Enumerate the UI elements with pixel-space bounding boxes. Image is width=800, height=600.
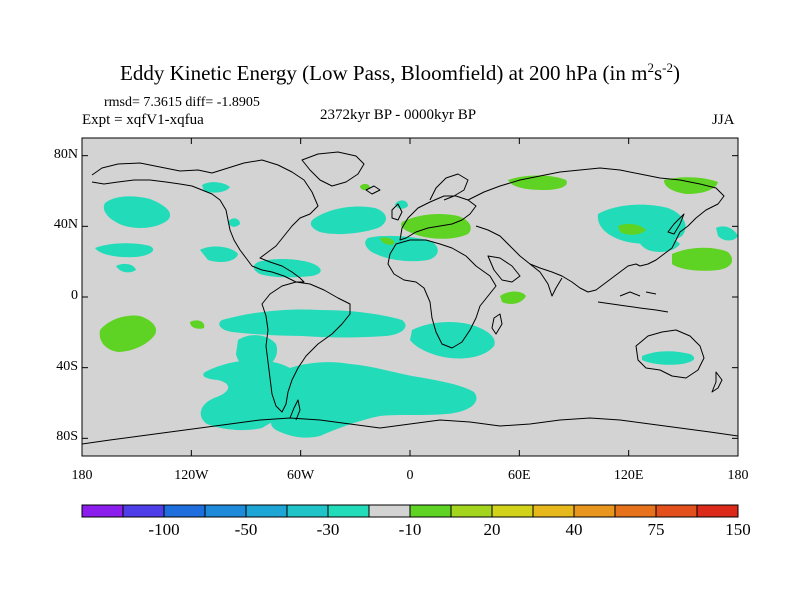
anomaly-patch-south-atlantic-westerlies [271, 362, 477, 438]
coast-india [529, 263, 563, 297]
anomaly-patch-greenland [360, 183, 370, 191]
time-period-label: 2372kyr BP - 0000kyr BP [320, 107, 477, 123]
anomaly-patch-canada [228, 218, 240, 227]
anomaly-patch-north-pacific-green [672, 247, 733, 271]
colorbar-label: 20 [483, 520, 501, 539]
coast-europe [399, 195, 477, 241]
coast-antarctica [82, 417, 738, 445]
coast-scandinavia [429, 173, 469, 201]
anomaly-patch-north-atlantic-small [395, 200, 408, 209]
colorbar-swatch [81, 504, 124, 518]
anomaly-patch-gulf-of-mexico [253, 259, 321, 278]
coast-japan [667, 213, 685, 235]
colorbar-swatch [122, 504, 165, 518]
rmsd-diff-stats: rmsd= 7.3615 diff= -1.8905 [104, 95, 260, 110]
anomaly-patch-northwest-pacific [716, 226, 738, 241]
coast-africa [387, 239, 497, 349]
coast-south-america [261, 281, 351, 413]
anomaly-patch-indian-ocean-green [500, 291, 526, 304]
x-tick-label: 60E [508, 468, 531, 483]
coast-greenland [301, 151, 365, 187]
coast-australia [635, 329, 705, 379]
coast-uk [391, 203, 403, 221]
x-tick-label: 120W [174, 468, 209, 483]
colorbar-swatch [409, 504, 452, 518]
season-label: JJA [712, 112, 735, 128]
colorbar-swatch [450, 504, 493, 518]
anomaly-patch-east-asia [597, 204, 686, 244]
y-tick-label: 80S [56, 429, 78, 445]
coast-new-zealand [711, 371, 723, 393]
y-tick-label: 80N [53, 146, 78, 162]
colorbar-swatch [491, 504, 534, 518]
coast-asia-south [475, 225, 641, 293]
anomaly-patch-southeast-pacific [236, 335, 278, 371]
colorbar-label: 40 [565, 520, 583, 539]
y-tick-label: 40S [56, 358, 78, 374]
map-tick-marks [81, 138, 739, 456]
figure-title: Eddy Kinetic Energy (Low Pass, Bloomfiel… [120, 60, 680, 85]
colorbar-label: 75 [647, 520, 665, 539]
x-tick-label: 180 [71, 468, 93, 483]
coast-madagascar [491, 313, 503, 335]
colorbar-swatch [327, 504, 370, 518]
colorbar-swatch [245, 504, 288, 518]
colorbar-swatch [163, 504, 206, 518]
anomaly-patch-north-africa [380, 237, 395, 245]
anomaly-patch-west-pacific [638, 233, 680, 252]
colorbar-label: -10 [398, 520, 422, 539]
colorbar-swatch [614, 504, 657, 518]
anomaly-patch-arctic-east [664, 177, 718, 194]
colorbar-swatch [204, 504, 247, 518]
coast-arabia [487, 255, 521, 283]
coast-indonesia [597, 291, 669, 313]
colorbar-swatch [573, 504, 616, 518]
colorbar-label: -50 [234, 520, 258, 539]
anomaly-patch-north-pacific [103, 196, 171, 228]
colorbar-swatch [286, 504, 329, 518]
experiment-label: Expt = xqfV1-xqfua [82, 112, 204, 128]
coast-north-america [91, 159, 319, 283]
anomaly-contour-layer [95, 175, 738, 438]
coastline-layer [82, 151, 738, 445]
anomaly-patch-south-indian-ocean [410, 322, 495, 359]
colorbar [81, 504, 739, 518]
colorbar-swatch [368, 504, 411, 518]
anomaly-patch-northeast-pacific [200, 246, 238, 262]
anomaly-patch-south-pacific-green [99, 315, 157, 352]
anomaly-patch-pacific-40n [95, 243, 154, 258]
x-tick-label: 0 [406, 468, 414, 483]
coast-asia-north [467, 167, 725, 267]
anomaly-patch-central-pacific [190, 320, 205, 329]
colorbar-label: -30 [316, 520, 340, 539]
y-tick-label: 0 [71, 288, 78, 303]
anomaly-patch-gulf-of-alaska [202, 182, 230, 193]
coast-iceland [365, 185, 381, 195]
colorbar-label: 150 [725, 520, 751, 539]
colorbar-swatch [532, 504, 575, 518]
y-tick-label: 40N [53, 217, 78, 233]
x-tick-label: 60W [287, 468, 315, 483]
x-tick-label: 120E [613, 468, 644, 483]
colorbar-label: -100 [148, 520, 180, 539]
anomaly-patch-australia [642, 351, 695, 365]
colorbar-swatch [696, 504, 739, 518]
coast-antarctic-peninsula [289, 399, 301, 421]
anomaly-patch-hawaii [116, 263, 136, 273]
anomaly-patch-north-atlantic [310, 206, 386, 235]
anomaly-patch-east-asia-green [618, 223, 646, 235]
colorbar-swatch [655, 504, 698, 518]
x-tick-label: 180 [727, 468, 749, 483]
